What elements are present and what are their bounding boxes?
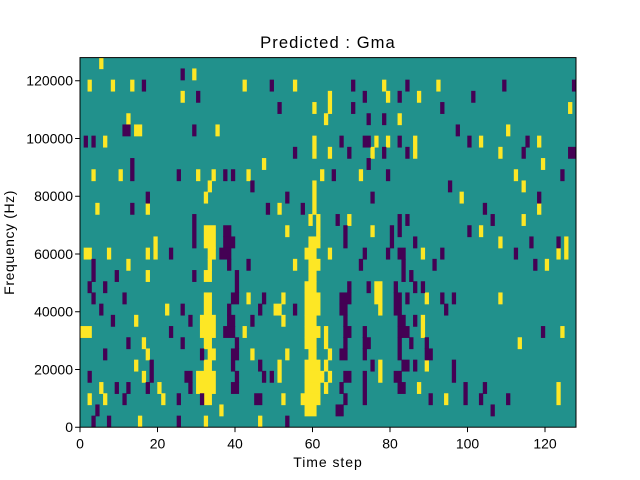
svg-text:120: 120 — [533, 435, 557, 451]
svg-text:40: 40 — [227, 435, 243, 451]
svg-text:80000: 80000 — [34, 188, 73, 204]
svg-text:0: 0 — [65, 419, 73, 435]
svg-text:Frequency (Hz): Frequency (Hz) — [1, 190, 17, 295]
svg-text:Predicted : Gma: Predicted : Gma — [260, 33, 396, 52]
svg-text:60000: 60000 — [34, 246, 73, 262]
svg-text:20000: 20000 — [34, 361, 73, 377]
svg-text:Time step: Time step — [293, 454, 363, 470]
svg-text:100: 100 — [456, 435, 480, 451]
svg-text:100000: 100000 — [26, 130, 73, 146]
svg-text:40000: 40000 — [34, 304, 73, 320]
svg-text:80: 80 — [382, 435, 398, 451]
svg-text:120000: 120000 — [26, 73, 73, 89]
svg-text:60: 60 — [305, 435, 321, 451]
svg-text:0: 0 — [76, 435, 84, 451]
svg-text:20: 20 — [150, 435, 166, 451]
